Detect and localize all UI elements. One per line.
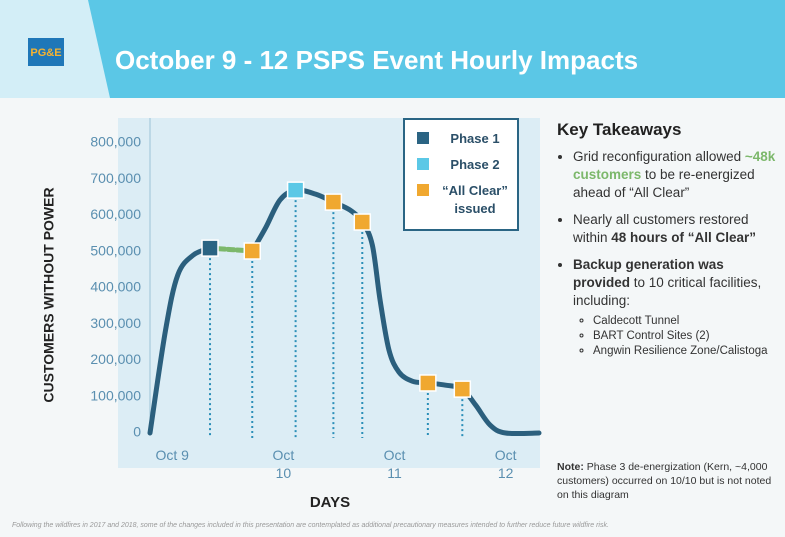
marker (243, 242, 262, 260)
title: October 9 - 12 PSPS Event Hourly Impacts (115, 45, 638, 75)
y-tick-label: 800,000 (90, 134, 141, 150)
text: Grid reconfiguration allowed (573, 149, 745, 164)
note-text: Phase 3 de-energization (Kern, ~4,000 cu… (557, 461, 772, 501)
x-axis-title: DAYS (310, 494, 350, 511)
y-tick-label: 500,000 (90, 242, 141, 258)
y-tick-label: 400,000 (90, 279, 141, 295)
sub-item: Caldecott Tunnel (593, 314, 777, 329)
note-label: Note: (557, 461, 584, 473)
legend: Phase 1 Phase 2 “All Clear” issued (403, 118, 519, 231)
marker (201, 239, 219, 257)
y-tick-label: 700,000 (90, 170, 141, 186)
sub-item: BART Control Sites (2) (593, 329, 777, 344)
banner (88, 0, 785, 98)
y-tick-label: 600,000 (90, 206, 141, 222)
takeaways: Key Takeaways Grid reconfiguration allow… (557, 120, 777, 368)
x-tick-label: Oct 11 (383, 447, 406, 481)
marker (286, 181, 305, 199)
takeaway: Grid reconfiguration allowed ~48k custom… (573, 148, 777, 202)
bold-text: 48 hours of “All Clear” (611, 230, 757, 245)
legend-label: Phase 2 (450, 157, 500, 172)
takeaway: Nearly all customers restored within 48 … (573, 211, 777, 247)
text: to be re-energized ahead of “All Clear” (573, 167, 755, 200)
bold-text: Backup generation was provided (573, 257, 724, 290)
y-tick-label: 200,000 (90, 351, 141, 367)
text: Nearly all customers restored within (573, 212, 749, 245)
y-tick-label: 100,000 (90, 387, 141, 403)
y-tick-label: 0 (133, 424, 141, 440)
marker (324, 193, 343, 211)
takeaways-list: Grid reconfiguration allowed ~48k custom… (557, 148, 777, 359)
takeaways-title: Key Takeaways (557, 120, 682, 139)
logo: PG&E (30, 47, 61, 59)
x-tick-label: Oct 9 (155, 447, 189, 463)
note: Note: Phase 3 de-energization (Kern, ~4,… (557, 460, 772, 502)
sub-list: Caldecott Tunnel BART Control Sites (2) … (573, 314, 777, 359)
legend-entry: “All Clear” issued (417, 182, 511, 218)
marker (453, 380, 472, 398)
y-tick-label: 300,000 (90, 315, 141, 331)
footer: Following the wildfires in 2017 and 2018… (12, 522, 609, 529)
legend-swatch (417, 184, 429, 196)
highlight: ~48k customers (573, 149, 776, 182)
legend-entry: Phase 2 (417, 156, 511, 174)
legend-label: “All Clear” issued (442, 183, 508, 216)
sub-item: Angwin Resilience Zone/Calistoga (593, 344, 777, 359)
plot: 0 100,000 200,000 300,000 400,000 500,000 600,… (90, 134, 542, 440)
takeaway: Backup generation was provided to 10 cri… (573, 256, 777, 359)
x-tick-label: Oct 12 (494, 447, 517, 481)
x-tick-label: Oct 10 (272, 447, 295, 481)
legend-swatch (417, 158, 429, 170)
marker (353, 213, 372, 231)
legend-entry: Phase 1 (417, 130, 511, 148)
legend-swatch (417, 132, 429, 144)
text: to 10 critical facilities, including: (573, 275, 762, 308)
y-axis-title: CUSTOMERS WITHOUT POWER (41, 187, 57, 402)
logo-box (28, 38, 64, 66)
legend-label: Phase 1 (450, 131, 500, 146)
marker (419, 374, 437, 392)
